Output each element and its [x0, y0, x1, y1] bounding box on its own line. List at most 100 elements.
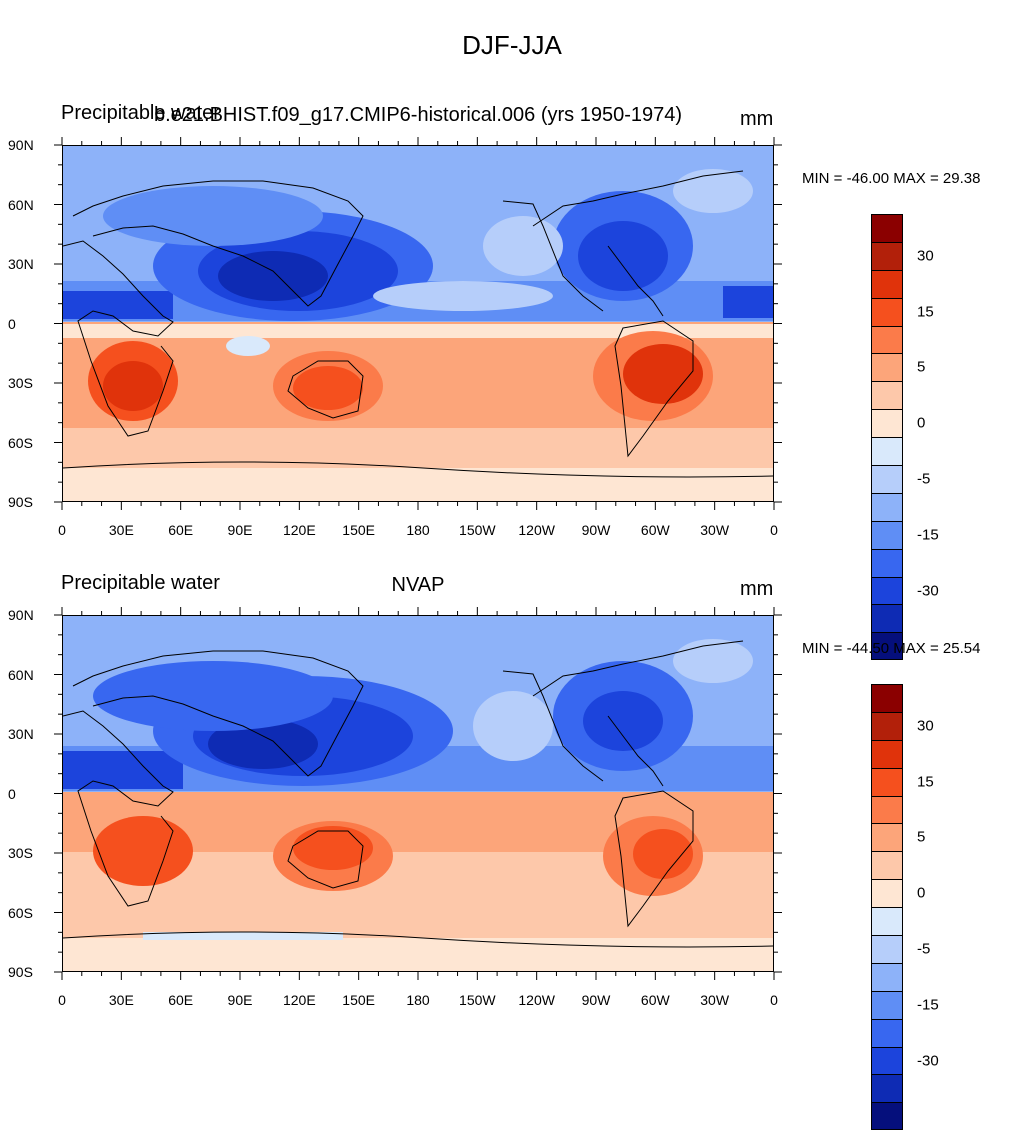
- colorbar-swatch: [871, 739, 903, 768]
- colorbar-swatch: [871, 520, 903, 549]
- colorbar-label: -5: [917, 940, 931, 958]
- colorbar-label: -5: [917, 470, 931, 488]
- colorbar-swatch: [871, 353, 903, 382]
- field-layer: [63, 146, 773, 501]
- colorbar-swatch: [871, 604, 903, 633]
- lon-tick-label: 60W: [640, 992, 670, 1008]
- colorbar-swatch: [871, 241, 903, 270]
- min-max-label: MIN = -46.00 MAX = 29.38: [802, 170, 981, 187]
- colorbar-swatch: [871, 1046, 903, 1075]
- lon-tick-label: 0: [770, 992, 778, 1008]
- colorbar-label: -15: [917, 996, 939, 1014]
- lon-tick-label: 150W: [459, 522, 496, 538]
- lon-tick-label: 30W: [700, 522, 730, 538]
- colorbar-swatch: [871, 935, 903, 963]
- panel-units: mm: [740, 108, 774, 130]
- colorbar-swatch: [871, 684, 903, 712]
- colorbar-swatch: [871, 1018, 903, 1047]
- lon-tick-label: 30W: [700, 992, 730, 1008]
- colorbar-swatch: [871, 214, 903, 242]
- colorbar-label: 30: [917, 717, 934, 735]
- colorbar-label: 5: [917, 358, 926, 376]
- colorbar-label: -30: [917, 1052, 939, 1070]
- coastlines: [63, 640, 773, 948]
- lat-tick-label: 60N: [8, 666, 34, 683]
- min-max-label: MIN = -44.50 MAX = 25.54: [802, 640, 981, 657]
- lat-tick-label: 30S: [8, 845, 33, 861]
- panel-center-title: NVAP: [391, 574, 445, 596]
- colorbar-label: 0: [917, 414, 926, 432]
- lon-tick-label: 120W: [518, 992, 555, 1008]
- lat-tick-label: 0: [8, 785, 16, 802]
- lat-tick-label: 90S: [8, 494, 33, 510]
- panel-units: mm: [740, 578, 774, 600]
- contour-map: [62, 615, 774, 972]
- colorbar-swatch: [871, 1074, 903, 1103]
- lon-tick-label: 150E: [342, 522, 376, 538]
- colorbar-label: 15: [917, 303, 934, 321]
- lon-tick-label: 90E: [227, 522, 253, 538]
- colorbar-swatch: [871, 823, 903, 852]
- lon-tick-label: 0: [58, 522, 66, 538]
- colorbar-swatch: [871, 325, 903, 354]
- lon-tick-label: 90W: [581, 522, 611, 538]
- colorbar-swatch: [871, 409, 903, 438]
- figure-title: DJF-JJA: [462, 30, 562, 60]
- lon-tick-label: 150E: [342, 992, 376, 1008]
- lon-tick-label: 0: [58, 992, 66, 1008]
- colorbar-swatch: [871, 548, 903, 577]
- colorbar-swatch: [871, 795, 903, 824]
- colorbar-swatch: [871, 576, 903, 605]
- lat-tick-label: 30N: [8, 256, 34, 272]
- coastlines: [63, 170, 773, 478]
- lat-tick-label: 60S: [8, 904, 33, 921]
- lat-tick-label: 0: [8, 315, 16, 332]
- colorbar-swatch: [871, 492, 903, 521]
- colorbar-label: 15: [917, 773, 934, 791]
- lon-tick-label: 120E: [282, 522, 316, 538]
- lat-tick-label: 90N: [8, 137, 34, 153]
- lat-tick-label: 60S: [8, 434, 33, 451]
- colorbar-swatch: [871, 851, 903, 880]
- axis-ticks: [54, 607, 782, 980]
- colorbar-swatch: [871, 767, 903, 796]
- colorbar-swatch: [871, 632, 903, 661]
- lon-tick-label: 60E: [168, 522, 194, 538]
- lon-tick-label: 150W: [459, 992, 496, 1008]
- lon-tick-label: 120E: [282, 992, 316, 1008]
- colorbar-swatch: [871, 962, 903, 991]
- colorbar-swatch: [871, 1102, 903, 1130]
- lon-tick-label: 90E: [227, 992, 253, 1008]
- panel-center-title: b.e21.BHIST.f09_g17.CMIP6-historical.006…: [153, 104, 683, 126]
- colorbar-label: -30: [917, 582, 939, 600]
- lon-tick-label: 60W: [640, 522, 670, 538]
- colorbar-swatch: [871, 879, 903, 908]
- lat-tick-label: 30S: [8, 375, 33, 391]
- colorbar-swatch: [871, 907, 903, 936]
- lon-tick-label: 30E: [108, 522, 134, 538]
- lon-tick-label: 180: [406, 522, 430, 538]
- panel-left-title: Precipitable water: [61, 102, 220, 124]
- colorbar-label: -15: [917, 526, 939, 544]
- lon-tick-label: 180: [406, 992, 430, 1008]
- lon-tick-label: 120W: [518, 522, 555, 538]
- panel-left-title: Precipitable water: [61, 572, 220, 594]
- lon-tick-label: 0: [770, 522, 778, 538]
- colorbar-label: 30: [917, 247, 934, 265]
- colorbar-swatch: [871, 990, 903, 1019]
- field-layer: [63, 616, 773, 971]
- colorbar-label: 5: [917, 828, 926, 846]
- lat-tick-label: 90S: [8, 964, 33, 980]
- lon-tick-label: 90W: [581, 992, 611, 1008]
- colorbar-swatch: [871, 381, 903, 410]
- model-panel: Precipitable water b.e21.BHIST.f09_g17.C…: [0, 100, 1024, 661]
- colorbar-swatch: [871, 297, 903, 326]
- colorbar-swatch: [871, 437, 903, 466]
- lon-tick-label: 60E: [168, 992, 194, 1008]
- contour-map: [62, 145, 774, 502]
- colorbar-swatch: [871, 711, 903, 740]
- axis-ticks: [54, 137, 782, 510]
- colorbar-label: 0: [917, 884, 926, 902]
- contour-map-svg: [63, 146, 773, 501]
- lat-tick-label: 60N: [8, 196, 34, 213]
